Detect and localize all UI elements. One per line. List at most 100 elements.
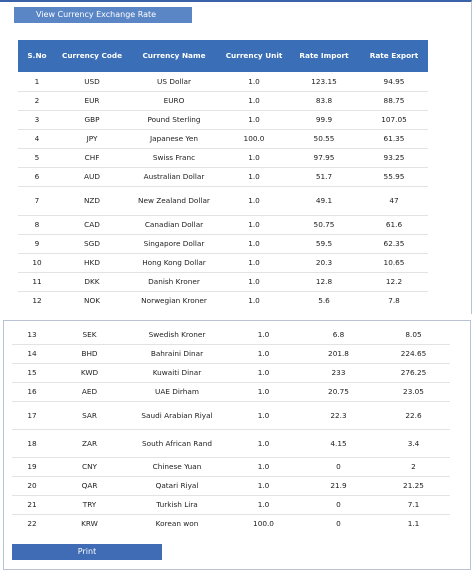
cell-sno: 20	[27, 481, 37, 490]
cell-currency-unit: 1.0	[248, 277, 260, 286]
cell-currency-unit: 1.0	[257, 349, 270, 358]
cell-currency-unit: 1.0	[257, 329, 270, 339]
cell-currency-unit: 1.0	[257, 438, 270, 448]
cell-currency-name: Australian Dollar	[143, 172, 205, 181]
cell-currency-code: ZAR	[81, 438, 98, 448]
cell-rate-export: 3.4	[407, 438, 420, 448]
cell-currency-name: Bahraini Dinar	[150, 349, 204, 358]
cell-rate-import: 5.6	[318, 296, 330, 306]
cell-rate-export: 94.95	[383, 76, 405, 86]
cell-sno: 10	[32, 258, 42, 267]
table-body-part2: 13 SEK Swedish Kroner 1.0 6.8 8.05 14 BHD Bahrai…	[12, 325, 450, 533]
table-row: 11 DKK Danish Kroner 1.0 12.8 12.2	[18, 272, 428, 291]
column-header-currency-code: Currency Code	[56, 40, 128, 72]
cell-sno: 7	[34, 196, 40, 205]
cell-currency-unit: 1.0	[257, 368, 270, 377]
column-header-currency-unit: Currency Unit	[220, 40, 288, 72]
cell-sno: 17	[27, 410, 37, 420]
table-row: 19 CNY Chinese Yuan 1.0 0 2	[12, 457, 450, 476]
cell-currency-code: HKD	[84, 258, 100, 267]
cell-rate-import: 0	[336, 462, 341, 471]
cell-currency-name: New Zealand Dollar	[138, 196, 210, 205]
cell-rate-import: 50.75	[313, 220, 335, 229]
column-header-rate-import: Rate Import	[288, 40, 360, 72]
table-row: 6 AUD Australian Dollar 1.0 51.7 55.95	[18, 167, 428, 186]
cell-rate-import: 97.95	[313, 153, 335, 162]
cell-rate-import: 4.15	[330, 438, 347, 448]
cell-rate-import: 0	[336, 519, 341, 529]
cell-currency-name: Swiss Franc	[152, 153, 196, 162]
column-header-rate-export: Rate Export	[360, 40, 428, 72]
cell-rate-import: 0	[336, 500, 341, 509]
cell-currency-code: QAR	[81, 481, 98, 490]
cell-currency-unit: 100.0	[243, 134, 265, 143]
table-row: 9 SGD Singapore Dollar 1.0 59.5 62.35	[18, 234, 428, 253]
cell-sno: 6	[34, 172, 40, 181]
cell-currency-code: CHF	[84, 153, 100, 162]
cell-currency-name: Saudi Arabian Riyal	[141, 410, 213, 420]
column-header-currency-name: Currency Name	[128, 40, 220, 72]
cell-sno: 19	[27, 462, 37, 471]
print-button[interactable]: Print	[12, 544, 162, 560]
cell-rate-export: 88.75	[383, 96, 405, 105]
cell-rate-export: 2	[411, 462, 416, 471]
table-row: 12 NOK Norwegian Kroner 1.0 5.6 7.8	[18, 291, 428, 310]
cell-rate-export: 62.35	[383, 239, 405, 248]
cell-rate-import: 20.3	[315, 258, 333, 267]
cell-currency-unit: 1.0	[248, 239, 260, 248]
cell-sno: 4	[34, 134, 40, 143]
cell-rate-export: 12.2	[385, 277, 403, 286]
cell-currency-name: Hong Kong Dollar	[142, 258, 206, 267]
cell-rate-import: 83.8	[315, 96, 333, 105]
cell-currency-unit: 1.0	[257, 387, 270, 396]
cell-currency-code: GBP	[84, 115, 100, 124]
table-row: 20 QAR Qatari Riyal 1.0 21.9 21.25	[12, 476, 450, 495]
cell-rate-export: 1.1	[407, 519, 420, 529]
cell-sno: 13	[27, 329, 37, 339]
cell-rate-import: 59.5	[315, 239, 333, 248]
cell-currency-code: AED	[81, 387, 98, 396]
currency-panel-bottom	[3, 320, 471, 570]
cell-sno: 15	[27, 368, 37, 377]
cell-rate-export: 55.95	[383, 172, 405, 181]
cell-sno: 21	[27, 500, 37, 509]
cell-currency-unit: 1.0	[257, 410, 270, 420]
cell-currency-code: KRW	[81, 519, 98, 529]
cell-currency-name: Qatari Riyal	[155, 481, 199, 490]
cell-currency-unit: 1.0	[248, 153, 260, 162]
table-row: 15 KWD Kuwaiti Dinar 1.0 233 276.25	[12, 363, 450, 382]
cell-currency-unit: 1.0	[257, 500, 270, 509]
cell-sno: 14	[27, 349, 37, 358]
cell-currency-unit: 1.0	[248, 196, 260, 205]
table-row: 10 HKD Hong Kong Dollar 1.0 20.3 10.65	[18, 253, 428, 272]
cell-rate-export: 224.65	[400, 349, 427, 358]
cell-rate-export: 7.1	[407, 500, 420, 509]
cell-rate-export: 8.05	[405, 329, 422, 339]
cell-rate-import: 51.7	[315, 172, 333, 181]
table-row: 8 CAD Canadian Dollar 1.0 50.75 61.6	[18, 215, 428, 234]
cell-rate-import: 6.8	[332, 329, 345, 339]
cell-currency-name: EURO	[163, 96, 185, 105]
table-row: 2 EUR EURO 1.0 83.8 88.75	[18, 91, 428, 110]
table-row: 17 SAR Saudi Arabian Riyal 1.0 22.3 22.6	[12, 401, 450, 429]
cell-rate-import: 123.15	[311, 76, 337, 86]
cell-rate-import: 201.8	[328, 349, 349, 358]
cell-currency-unit: 1.0	[248, 76, 260, 86]
cell-currency-name: Canadian Dollar	[144, 220, 204, 229]
cell-rate-import: 12.8	[315, 277, 333, 286]
cell-currency-code: KWD	[80, 368, 99, 377]
cell-sno: 2	[34, 96, 40, 105]
cell-currency-code: SEK	[82, 329, 97, 339]
cell-currency-name: Chinese Yuan	[152, 462, 202, 471]
view-exchange-rate-tab[interactable]: View Currency Exchange Rate	[14, 7, 192, 23]
cell-sno: 12	[32, 296, 42, 306]
cell-rate-import: 20.75	[328, 387, 349, 396]
table-row: 5 CHF Swiss Franc 1.0 97.95 93.25	[18, 148, 428, 167]
cell-rate-export: 10.65	[383, 258, 405, 267]
cell-currency-code: CAD	[84, 220, 100, 229]
table-row: 22 KRW Korean won 100.0 0 1.1	[12, 514, 450, 533]
cell-currency-name: Korean won	[155, 519, 199, 529]
cell-currency-code: SAR	[82, 410, 97, 420]
cell-rate-import: 49.1	[315, 196, 333, 205]
table-row: 1 USD US Dollar 1.0 123.15 94.95	[18, 72, 428, 91]
